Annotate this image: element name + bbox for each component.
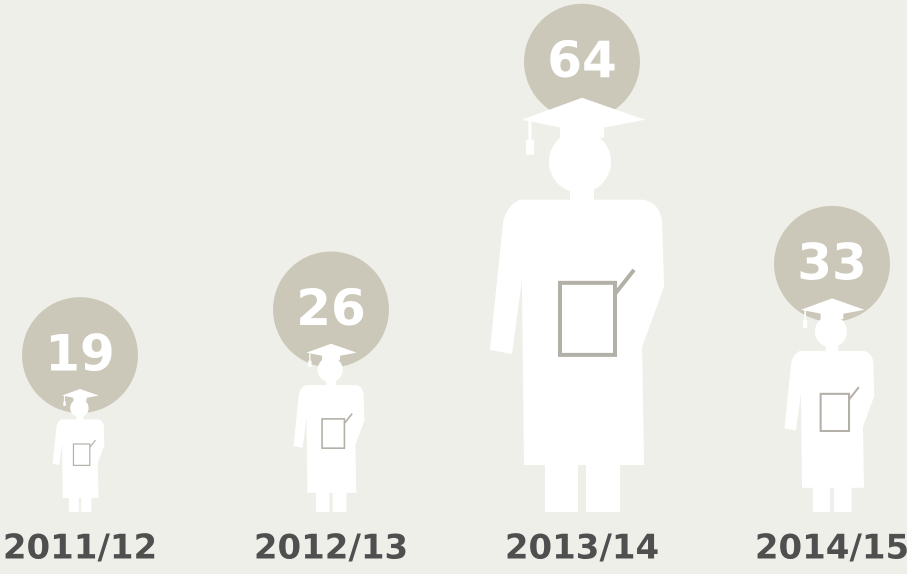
head [317,357,343,383]
category-label: 2011/12 [3,528,157,568]
arm-line [343,413,353,424]
graduate-figure [784,298,875,512]
graduate-figure [293,343,365,512]
value-label: 19 [45,325,115,383]
arm-line [848,386,860,401]
neck [326,379,336,389]
leg [586,459,621,512]
head [70,398,89,418]
neck [825,343,839,356]
diploma [819,392,851,433]
value-label: 64 [547,31,617,89]
badge [774,205,890,322]
value-label: 33 [797,233,867,291]
leg [834,485,852,512]
cap [306,343,357,358]
leg [81,496,92,512]
category-label: 2013/14 [505,528,659,568]
diploma [321,418,346,449]
cap [62,389,99,400]
cap [521,97,646,132]
leg [544,459,578,512]
robe [293,385,365,493]
head [548,130,612,193]
graduate-figure [52,389,105,512]
badge [524,3,640,120]
neck [76,415,84,422]
badge [22,297,138,414]
robe [489,199,665,465]
category-label: 2012/13 [254,528,408,568]
diploma [557,280,618,357]
head [814,315,847,348]
arm-line [89,439,96,448]
robe [52,419,105,499]
leg [812,485,830,512]
tassel-end [308,360,312,367]
graduate-figure [489,97,665,512]
leg [332,490,347,512]
category-label: 2014/15 [755,528,907,568]
arm-line [613,268,636,296]
robe [784,351,875,488]
leg [315,490,330,512]
cap [801,298,865,316]
badge [273,251,389,368]
tassel-end [63,401,66,406]
leg [69,496,79,512]
tassel-end [525,139,534,155]
tassel-end [803,320,808,328]
diploma [72,443,91,466]
value-label: 26 [296,279,366,337]
